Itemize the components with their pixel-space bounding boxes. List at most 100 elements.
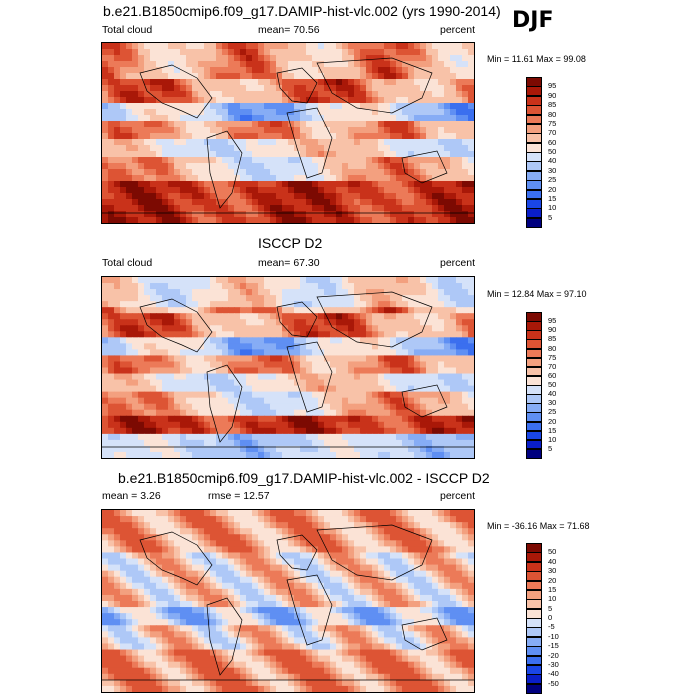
field-cell <box>456 379 463 387</box>
field-cell <box>120 283 127 290</box>
field-cell <box>294 582 301 590</box>
field-cell <box>312 343 319 350</box>
field-cell <box>408 570 415 578</box>
field-cell <box>108 181 115 188</box>
field-cell <box>174 157 181 164</box>
field-cell <box>174 217 181 224</box>
field-cell <box>354 451 361 459</box>
field-cell <box>276 157 283 164</box>
field-cell <box>426 558 433 566</box>
field-cell <box>102 385 109 393</box>
field-cell <box>288 343 295 350</box>
field-cell <box>144 361 151 369</box>
field-cell <box>450 103 457 110</box>
field-cell <box>150 613 157 620</box>
field-cell <box>186 601 193 608</box>
field-cell <box>300 205 307 212</box>
field-cell <box>300 445 307 453</box>
field-cell <box>450 601 457 608</box>
field-cell <box>264 325 271 332</box>
field-cell <box>234 421 241 429</box>
field-cell <box>264 433 271 441</box>
field-cell <box>306 409 313 417</box>
field-cell <box>216 421 223 429</box>
field-cell <box>258 109 265 116</box>
field-cell <box>162 79 169 86</box>
field-cell <box>408 361 415 369</box>
field-cell <box>354 199 361 206</box>
field-cell <box>408 607 415 614</box>
field-cell <box>216 49 223 56</box>
field-cell <box>318 594 325 602</box>
field-cell <box>336 367 343 375</box>
field-cell <box>426 397 433 405</box>
field-cell <box>222 367 229 375</box>
field-cell <box>174 289 181 296</box>
field-cell <box>414 151 421 158</box>
field-cell <box>234 163 241 170</box>
field-cell <box>264 409 271 417</box>
field-cell <box>336 55 343 62</box>
field-cell <box>174 522 181 529</box>
field-cell <box>408 295 415 302</box>
field-cell <box>126 528 133 535</box>
field-cell <box>186 325 193 332</box>
field-cell <box>252 619 259 626</box>
field-cell <box>468 301 475 308</box>
field-cell <box>426 103 433 110</box>
field-cell <box>156 552 163 560</box>
field-cell <box>408 301 415 308</box>
field-cell <box>360 331 367 338</box>
field-cell <box>282 283 289 290</box>
field-cell <box>468 433 475 441</box>
field-cell <box>312 127 319 134</box>
field-cell <box>270 43 277 50</box>
field-cell <box>462 445 469 453</box>
field-cell <box>348 139 355 146</box>
field-cell <box>174 510 181 517</box>
field-cell <box>204 409 211 417</box>
field-cell <box>324 79 331 86</box>
field-cell <box>312 385 319 393</box>
field-cell <box>126 355 133 363</box>
field-cell <box>216 379 223 387</box>
field-cell <box>246 331 253 338</box>
field-cell <box>384 409 391 417</box>
field-cell <box>258 67 265 74</box>
field-cell <box>360 85 367 92</box>
field-cell <box>150 85 157 92</box>
field-cell <box>414 588 421 596</box>
field-cell <box>372 49 379 56</box>
field-cell <box>384 181 391 188</box>
field-cell <box>372 169 379 176</box>
field-cell <box>414 163 421 170</box>
field-cell <box>294 103 301 110</box>
field-cell <box>432 564 439 572</box>
field-cell <box>210 91 217 98</box>
field-cell <box>294 109 301 116</box>
field-cell <box>126 534 133 541</box>
field-cell <box>132 516 139 523</box>
field-cell <box>102 540 109 547</box>
field-cell <box>138 169 145 176</box>
field-cell <box>210 175 217 182</box>
field-cell <box>312 205 319 212</box>
field-cell <box>282 151 289 158</box>
field-cell <box>414 576 421 584</box>
field-cell <box>168 187 175 194</box>
field-cell <box>420 349 427 357</box>
field-cell <box>306 619 313 626</box>
field-cell <box>120 169 127 176</box>
field-cell <box>444 337 451 344</box>
field-cell <box>126 151 133 158</box>
field-cell <box>336 181 343 188</box>
field-cell <box>108 151 115 158</box>
field-cell <box>366 433 373 441</box>
field-cell <box>252 145 259 152</box>
field-cell <box>342 337 349 344</box>
field-cell <box>438 337 445 344</box>
field-cell <box>384 175 391 182</box>
field-cell <box>276 211 283 218</box>
field-cell <box>180 43 187 50</box>
field-cell <box>390 594 397 602</box>
